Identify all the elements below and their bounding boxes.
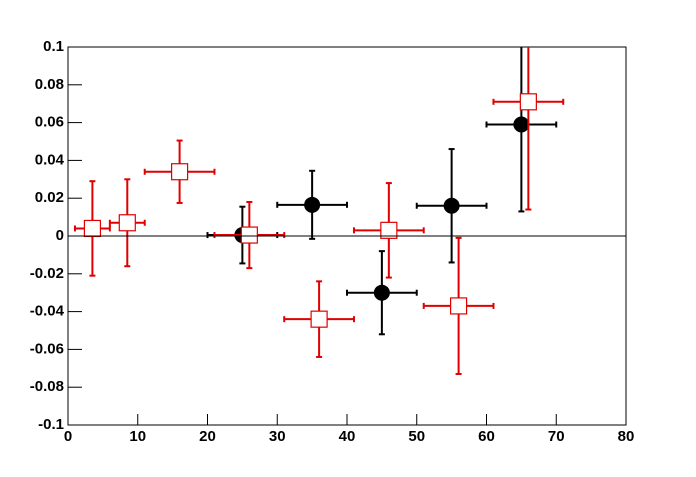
marker	[519, 93, 537, 111]
y-tick-label: -0.06	[30, 340, 64, 357]
x-tick-label: 30	[269, 428, 286, 445]
x-tick-label: 20	[199, 428, 216, 445]
y-tick-label: -0.08	[30, 378, 64, 395]
y-tick-label: -0.1	[38, 416, 64, 433]
y-tick-label: 0	[56, 227, 64, 244]
x-tick-label: 50	[408, 428, 425, 445]
marker	[304, 196, 321, 213]
y-tick-label: 0.08	[35, 76, 64, 93]
marker	[118, 214, 136, 232]
y-tick-label: -0.02	[30, 265, 64, 282]
marker	[310, 310, 328, 328]
marker	[380, 221, 398, 239]
marker	[240, 226, 258, 244]
x-tick-label: 80	[618, 428, 635, 445]
y-tick-label: 0.02	[35, 189, 64, 206]
marker	[450, 297, 468, 315]
marker	[373, 284, 390, 301]
marker	[83, 219, 102, 238]
x-tick-label: 0	[64, 428, 72, 445]
x-tick-label: 10	[129, 428, 146, 445]
marker	[443, 197, 460, 214]
y-tick-label: 0.1	[43, 38, 64, 55]
x-tick-label: 70	[548, 428, 565, 445]
y-tick-label: 0.06	[35, 114, 64, 131]
marker	[513, 116, 530, 133]
y-tick-label: 0.04	[35, 151, 65, 168]
plot-area	[73, 47, 565, 375]
x-tick-label: 40	[339, 428, 356, 445]
marker	[171, 163, 189, 181]
y-tick-label: -0.04	[30, 303, 65, 320]
x-tick-label: 60	[478, 428, 495, 445]
